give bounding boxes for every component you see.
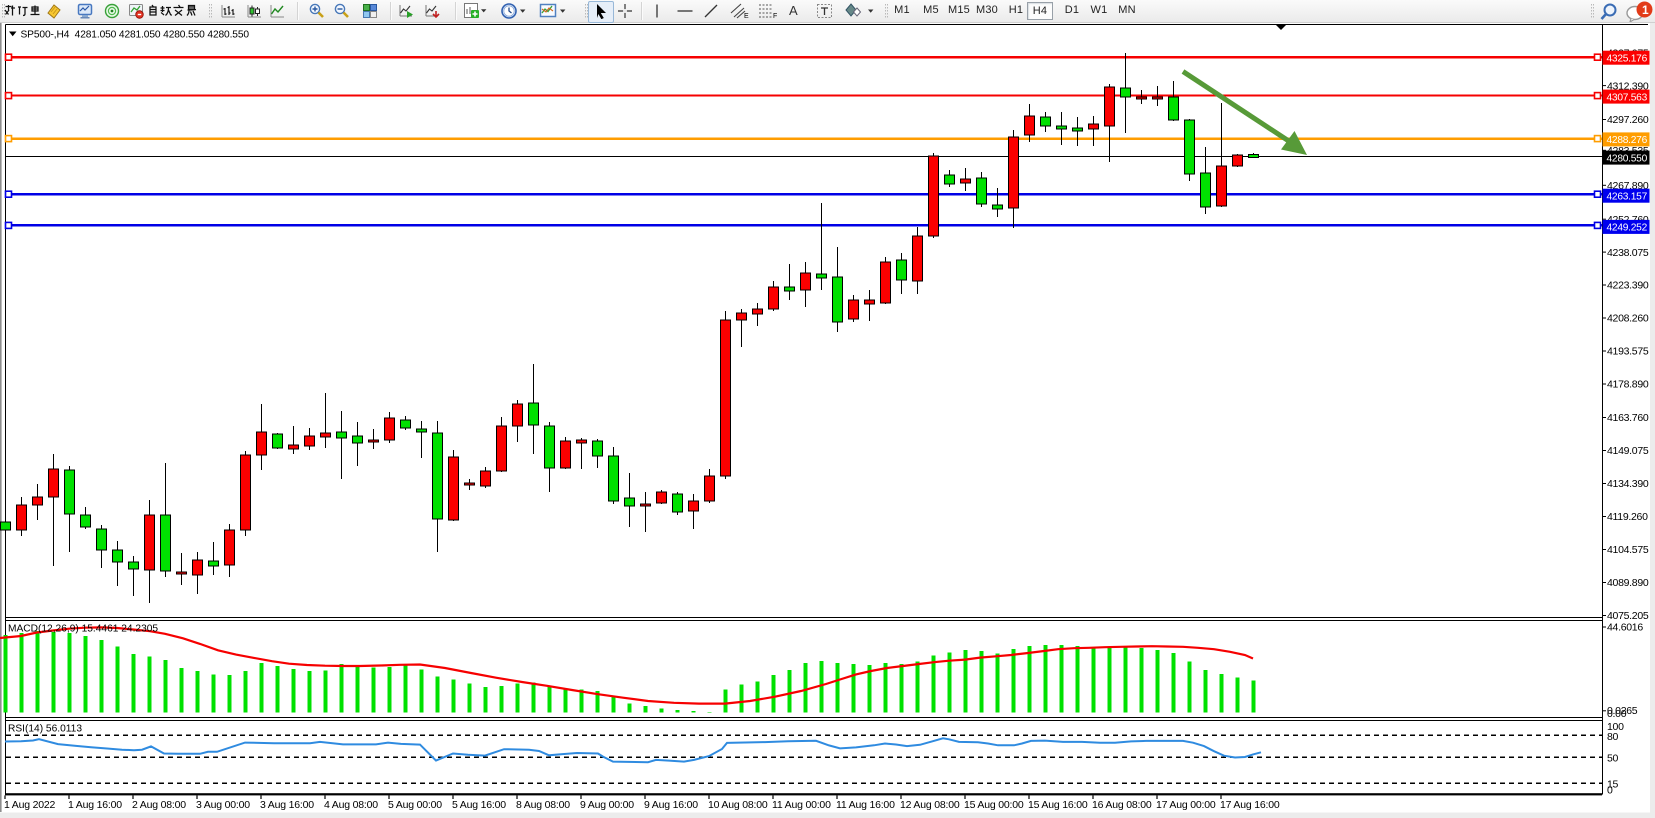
svg-text:8 Aug 08:00: 8 Aug 08:00 [516,799,570,811]
svg-text:80: 80 [1607,731,1619,743]
svg-text:1 Aug 2022: 1 Aug 2022 [4,799,55,811]
svg-text:1 Aug 16:00: 1 Aug 16:00 [68,799,122,811]
svg-text:4 Aug 08:00: 4 Aug 08:00 [324,799,378,811]
svg-text:4075.205: 4075.205 [1607,610,1649,622]
svg-text:11 Aug 00:00: 11 Aug 00:00 [772,799,831,811]
svg-text:9 Aug 16:00: 9 Aug 16:00 [644,799,698,811]
svg-text:4223.390: 4223.390 [1607,280,1649,292]
svg-text:4178.890: 4178.890 [1607,379,1649,391]
svg-text:4119.260: 4119.260 [1607,511,1648,523]
svg-text:44.6016: 44.6016 [1607,622,1643,634]
svg-text:4263.157: 4263.157 [1607,192,1648,203]
svg-text:4163.760: 4163.760 [1607,412,1649,424]
svg-text:F: F [773,13,777,20]
svg-text:9 Aug 00:00: 9 Aug 00:00 [580,799,634,811]
svg-text:4280.550: 4280.550 [1607,153,1648,164]
svg-text:12 Aug 08:00: 12 Aug 08:00 [900,799,960,811]
svg-text:4134.390: 4134.390 [1607,478,1649,490]
svg-text:4089.890: 4089.890 [1607,577,1649,589]
svg-text:3 Aug 00:00: 3 Aug 00:00 [196,799,250,811]
svg-text:RSI(14) 56.0113: RSI(14) 56.0113 [8,724,82,735]
svg-text:4288.276: 4288.276 [1607,135,1648,146]
svg-text:E: E [744,13,749,20]
svg-text:17 Aug 00:00: 17 Aug 00:00 [1156,799,1216,811]
svg-text:4297.260: 4297.260 [1607,114,1649,126]
svg-text:15 Aug 00:00: 15 Aug 00:00 [964,799,1024,811]
svg-text:10 Aug 08:00: 10 Aug 08:00 [708,799,768,811]
svg-text:4104.575: 4104.575 [1607,544,1649,556]
svg-text:4325.176: 4325.176 [1607,54,1648,65]
svg-text:11 Aug 16:00: 11 Aug 16:00 [836,799,895,811]
svg-text:5 Aug 00:00: 5 Aug 00:00 [388,799,442,811]
svg-text:4208.260: 4208.260 [1607,313,1649,325]
svg-text:4193.575: 4193.575 [1607,346,1649,358]
svg-text:0.00: 0.00 [1607,708,1627,720]
svg-text:4312.390: 4312.390 [1607,80,1649,92]
svg-text:5 Aug 16:00: 5 Aug 16:00 [452,799,506,811]
svg-text:4238.075: 4238.075 [1607,247,1649,259]
svg-text:15 Aug 16:00: 15 Aug 16:00 [1028,799,1088,811]
svg-text:2 Aug 08:00: 2 Aug 08:00 [132,799,186,811]
svg-text:3 Aug 16:00: 3 Aug 16:00 [260,799,314,811]
svg-text:15: 15 [1607,779,1619,791]
svg-text:4307.563: 4307.563 [1607,92,1648,103]
svg-text:4249.252: 4249.252 [1607,223,1648,234]
svg-text:MACD(12,26,9) 15.4461 24.2305: MACD(12,26,9) 15.4461 24.2305 [8,624,158,635]
svg-text:1: 1 [1642,3,1649,17]
svg-text:17 Aug 16:00: 17 Aug 16:00 [1220,799,1280,811]
svg-text:4149.075: 4149.075 [1607,445,1649,457]
svg-text:100: 100 [1607,721,1624,733]
svg-text:SP500-,H4 4281.050 4281.050 4: SP500-,H4 4281.050 4281.050 4280.550 428… [21,30,250,41]
svg-text:0.0265: 0.0265 [1607,705,1638,717]
svg-text:16 Aug 08:00: 16 Aug 08:00 [1092,799,1152,811]
svg-text:0: 0 [1607,785,1613,797]
svg-text:50: 50 [1607,753,1619,765]
